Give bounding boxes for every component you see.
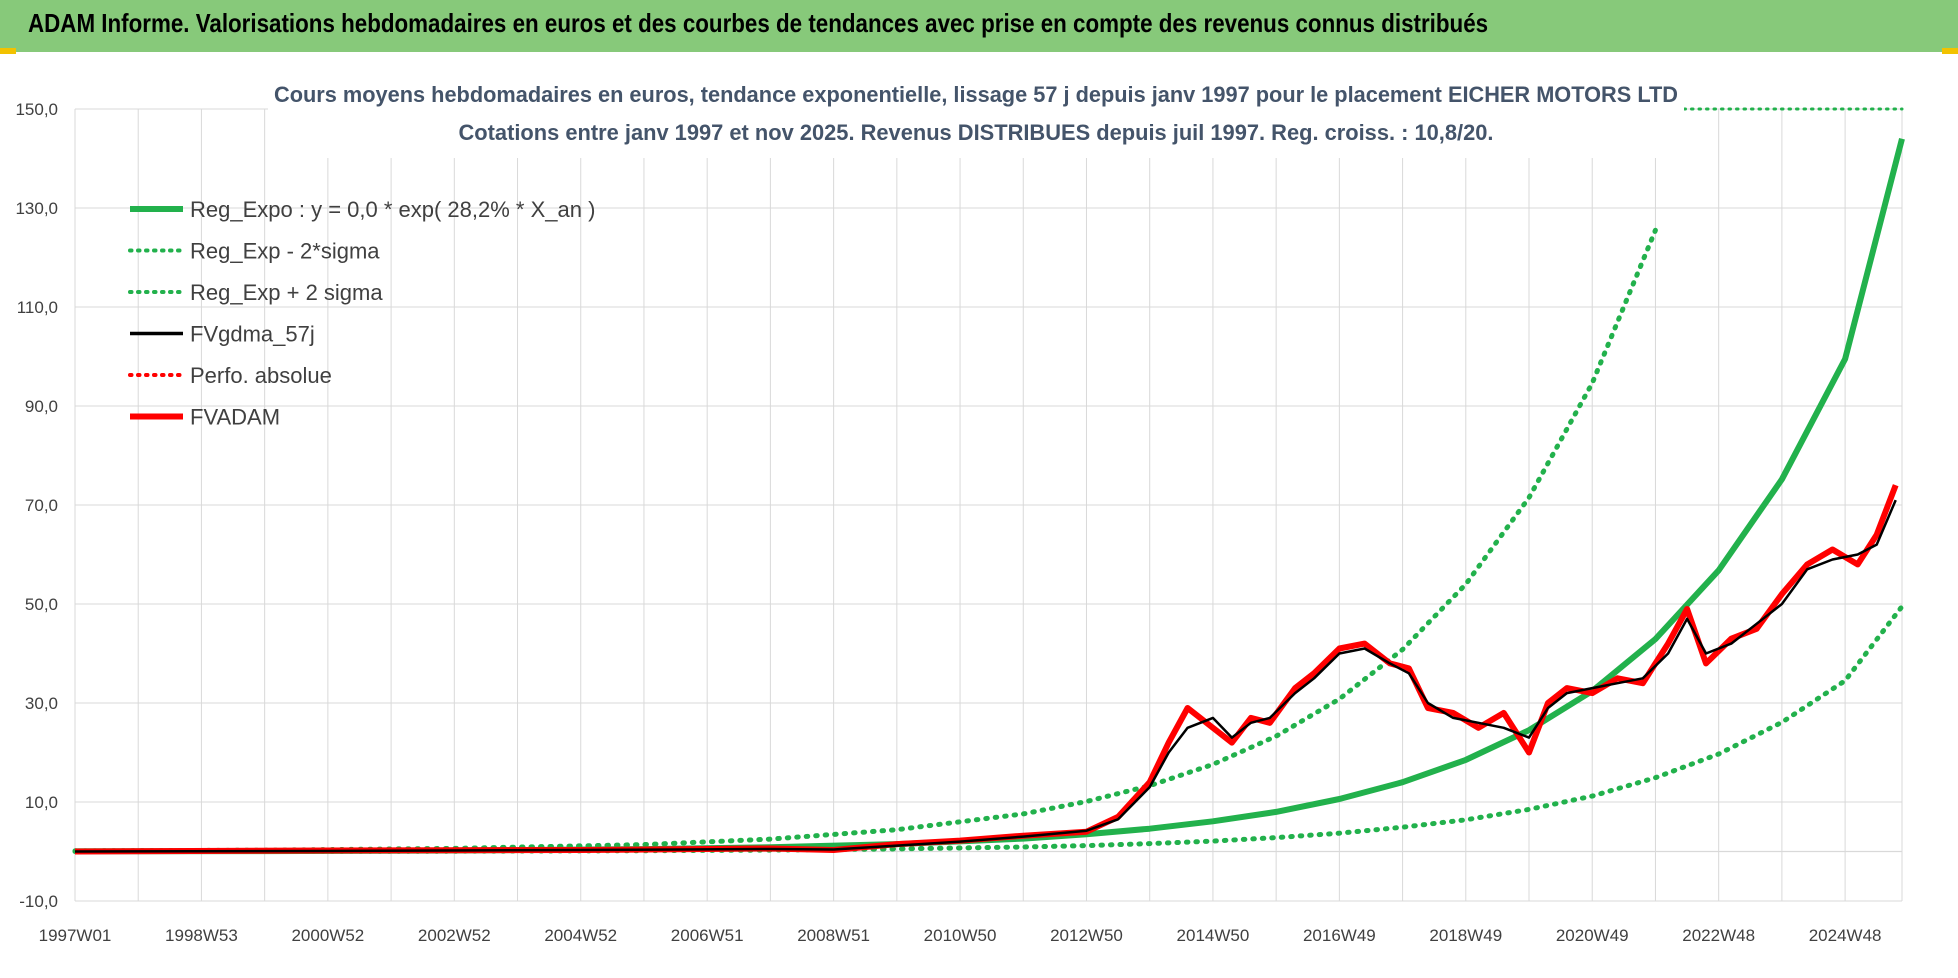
x-tick-label: 2014W50 — [1177, 926, 1250, 945]
y-tick-label: 110,0 — [17, 298, 58, 317]
x-tick-label: 2002W52 — [418, 926, 491, 945]
grid-horizontal — [75, 108, 1902, 902]
x-tick-label: 2018W49 — [1429, 926, 1502, 945]
x-tick-label: 2004W52 — [544, 926, 617, 945]
series-reg-exp-2-sigma — [72, 227, 1658, 854]
x-tick-label: 2012W50 — [1050, 926, 1123, 945]
y-tick-label: 150,0 — [15, 100, 58, 119]
x-tick-label: 1997W01 — [39, 926, 112, 945]
y-tick-label: 30,0 — [25, 694, 58, 713]
banner: ADAM Informe. Valorisations hebdomadaire… — [0, 0, 1958, 52]
x-tick-label: 2020W49 — [1556, 926, 1629, 945]
x-tick-label: 2008W51 — [797, 926, 870, 945]
legend-label: Reg_Exp - 2*sigma — [190, 239, 380, 264]
y-tick-label: 70,0 — [25, 496, 58, 515]
x-axis-ticks: 1997W01 1998W53 2000W52 2002W52 2004W52 2006W… — [39, 926, 1882, 945]
banner-corner-right — [1942, 48, 1958, 54]
x-tick-label: 2000W52 — [291, 926, 364, 945]
chart-title: Cours moyens hebdomadaires en euros, ten… — [274, 82, 1678, 107]
y-tick-label: 90,0 — [25, 397, 58, 416]
x-tick-label: 2022W48 — [1682, 926, 1755, 945]
x-tick-label: 2016W49 — [1303, 926, 1376, 945]
chart-subtitle: Cotations entre janv 1997 et nov 2025. R… — [459, 120, 1494, 145]
y-tick-label: 50,0 — [25, 595, 58, 614]
x-tick-label: 2024W48 — [1809, 926, 1882, 945]
legend-label: Reg_Expo : y = 0,0 * exp( 28,2% * X_an ) — [190, 197, 595, 222]
series-fvgdma-57j — [74, 499, 1897, 853]
legend-label: Reg_Exp + 2 sigma — [190, 280, 383, 305]
x-tick-label: 2006W51 — [671, 926, 744, 945]
x-tick-label: 1998W53 — [165, 926, 238, 945]
chart-title-bg — [268, 74, 1684, 158]
y-tick-label: -10,0 — [19, 892, 58, 911]
y-tick-label: 130,0 — [15, 199, 58, 218]
legend-label: FVADAM — [190, 405, 280, 430]
series-layer — [72, 107, 1905, 855]
banner-title: ADAM Informe. Valorisations hebdomadaire… — [28, 8, 1489, 38]
legend-label: FVgdma_57j — [190, 322, 315, 347]
y-axis-ticks: -10,0 10,0 30,0 50,0 70,0 90,0 110,0 130,0 150,0 — [15, 100, 58, 911]
legend-label: Perfo. absolue — [190, 363, 332, 388]
banner-corner-left — [0, 48, 16, 54]
y-tick-label: 10,0 — [25, 793, 58, 812]
x-tick-label: 2010W50 — [924, 926, 997, 945]
legend: Reg_Expo : y = 0,0 * exp( 28,2% * X_an )… — [128, 197, 595, 430]
series-reg-exp-2-sigma — [72, 604, 1905, 854]
